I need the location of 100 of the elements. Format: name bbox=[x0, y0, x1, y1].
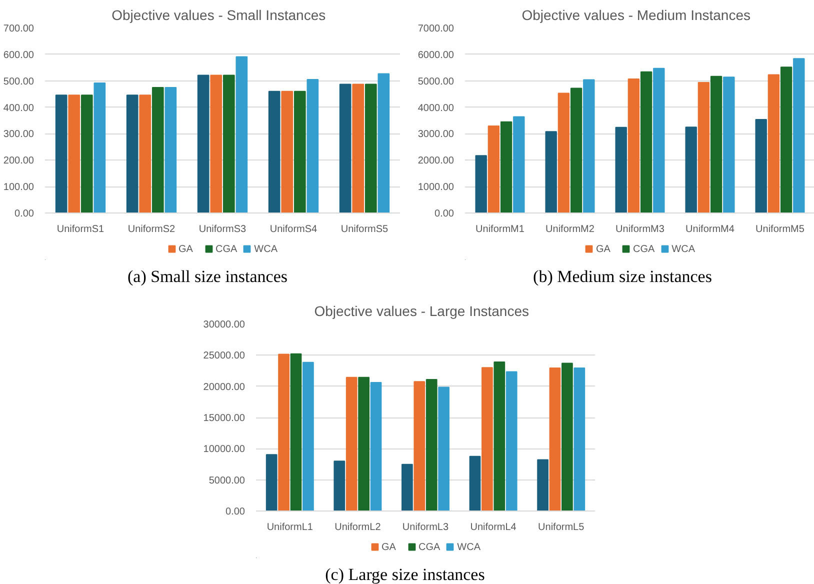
x-tick-label: UniformL1 bbox=[266, 522, 314, 533]
bar bbox=[549, 367, 561, 511]
x-tick-label: UniformS4 bbox=[270, 224, 318, 235]
bar bbox=[475, 155, 487, 213]
y-tick-label: 1000.00 bbox=[418, 182, 454, 194]
y-tick-label: 500.00 bbox=[3, 76, 34, 88]
legend-label: GA bbox=[596, 243, 612, 255]
legend-label: CGA bbox=[632, 243, 655, 255]
bar bbox=[339, 84, 352, 213]
legend-label: GA bbox=[381, 541, 397, 553]
y-tick-label: 0.00 bbox=[434, 208, 454, 220]
x-tick-label: UniformM3 bbox=[616, 224, 665, 235]
x-tick-label: UniformS1 bbox=[56, 224, 105, 235]
y-tick-label: 200.00 bbox=[3, 156, 34, 167]
bar bbox=[281, 90, 294, 213]
bar bbox=[653, 68, 665, 213]
chart-title: Objective values - Large Instances bbox=[314, 303, 529, 319]
text: (c) Large size instances bbox=[325, 564, 485, 584]
legend-label: WCA bbox=[457, 541, 481, 553]
y-tick-label: 2000.00 bbox=[418, 156, 454, 167]
x-tick-label: UniformL5 bbox=[538, 522, 585, 533]
bar bbox=[126, 94, 138, 213]
y-tick-label: 15000.00 bbox=[203, 413, 246, 424]
y-tick-label: 300.00 bbox=[3, 129, 34, 140]
y-tick-label: 20000.00 bbox=[203, 382, 246, 393]
x-tick-label: UniformM2 bbox=[546, 224, 595, 235]
bar bbox=[306, 79, 319, 213]
y-tick-label: 400.00 bbox=[3, 102, 34, 114]
bar bbox=[583, 79, 595, 213]
bar bbox=[414, 381, 426, 511]
y-tick-label: 700.00 bbox=[3, 24, 34, 34]
text: (b) Medium size instances bbox=[533, 266, 712, 288]
bar bbox=[494, 362, 506, 511]
bar bbox=[506, 371, 518, 511]
bar bbox=[755, 118, 767, 213]
bar bbox=[615, 126, 627, 213]
bar bbox=[628, 78, 640, 213]
legend-label: WCA bbox=[254, 243, 278, 255]
bar bbox=[210, 74, 222, 213]
bar bbox=[278, 354, 290, 511]
bar bbox=[139, 94, 152, 213]
x-tick-label: UniformL3 bbox=[402, 522, 449, 533]
y-tick-label: 100.00 bbox=[3, 182, 34, 194]
bar bbox=[197, 74, 210, 213]
bar bbox=[294, 90, 306, 213]
bar bbox=[562, 362, 573, 511]
legend-label: GA bbox=[178, 243, 194, 255]
bar bbox=[780, 66, 792, 213]
bar bbox=[698, 82, 710, 213]
y-tick-label: 7000.00 bbox=[418, 24, 454, 34]
bar bbox=[302, 362, 314, 511]
bar bbox=[558, 92, 570, 213]
bar bbox=[266, 454, 278, 511]
x-tick-label: UniformM4 bbox=[686, 224, 735, 235]
text: (a) Small size instances bbox=[127, 266, 288, 288]
y-tick-label: 25000.00 bbox=[203, 350, 246, 362]
bar bbox=[723, 76, 735, 213]
bar bbox=[94, 82, 106, 213]
bar bbox=[500, 121, 512, 213]
y-tick-label: 0.00 bbox=[14, 208, 34, 220]
legend-label: WCA bbox=[672, 243, 696, 255]
bar bbox=[426, 378, 438, 511]
y-tick-label: 5000.00 bbox=[208, 475, 246, 486]
bar bbox=[68, 94, 80, 213]
bar bbox=[378, 73, 390, 213]
bar bbox=[236, 56, 248, 213]
bar bbox=[152, 86, 164, 213]
bar bbox=[537, 459, 548, 511]
bar bbox=[545, 131, 557, 213]
bar bbox=[710, 76, 722, 213]
y-tick-label: 4000.00 bbox=[418, 102, 454, 114]
bar bbox=[793, 58, 805, 213]
legend-label: CGA bbox=[215, 243, 238, 255]
bar bbox=[488, 126, 500, 213]
bar bbox=[640, 71, 652, 213]
y-tick-label: 3000.00 bbox=[418, 129, 454, 140]
x-tick-label: UniformS5 bbox=[340, 224, 389, 235]
bar bbox=[482, 367, 493, 511]
y-tick-label: 5000.00 bbox=[418, 76, 454, 88]
bar bbox=[364, 84, 377, 213]
y-tick-label: 10000.00 bbox=[203, 444, 246, 456]
x-tick-label: UniformS3 bbox=[198, 224, 247, 235]
bar bbox=[570, 88, 582, 213]
bar bbox=[513, 116, 525, 213]
chart-title: Objective values - Small Instances bbox=[112, 7, 326, 23]
bar bbox=[685, 126, 697, 213]
chart-title: Objective values - Medium Instances bbox=[522, 7, 750, 23]
bar bbox=[469, 456, 481, 511]
x-tick-label: UniformM1 bbox=[476, 224, 525, 235]
bar bbox=[164, 86, 177, 213]
bar bbox=[222, 74, 235, 213]
bar bbox=[352, 84, 364, 213]
legend-label: CGA bbox=[418, 541, 440, 553]
bar bbox=[334, 460, 346, 511]
x-tick-label: UniformL2 bbox=[334, 522, 382, 533]
bar bbox=[574, 367, 586, 511]
x-tick-label: UniformS2 bbox=[128, 224, 176, 235]
bar bbox=[268, 90, 280, 213]
y-tick-label: 6000.00 bbox=[418, 50, 454, 61]
y-tick-label: 0.00 bbox=[226, 506, 246, 518]
